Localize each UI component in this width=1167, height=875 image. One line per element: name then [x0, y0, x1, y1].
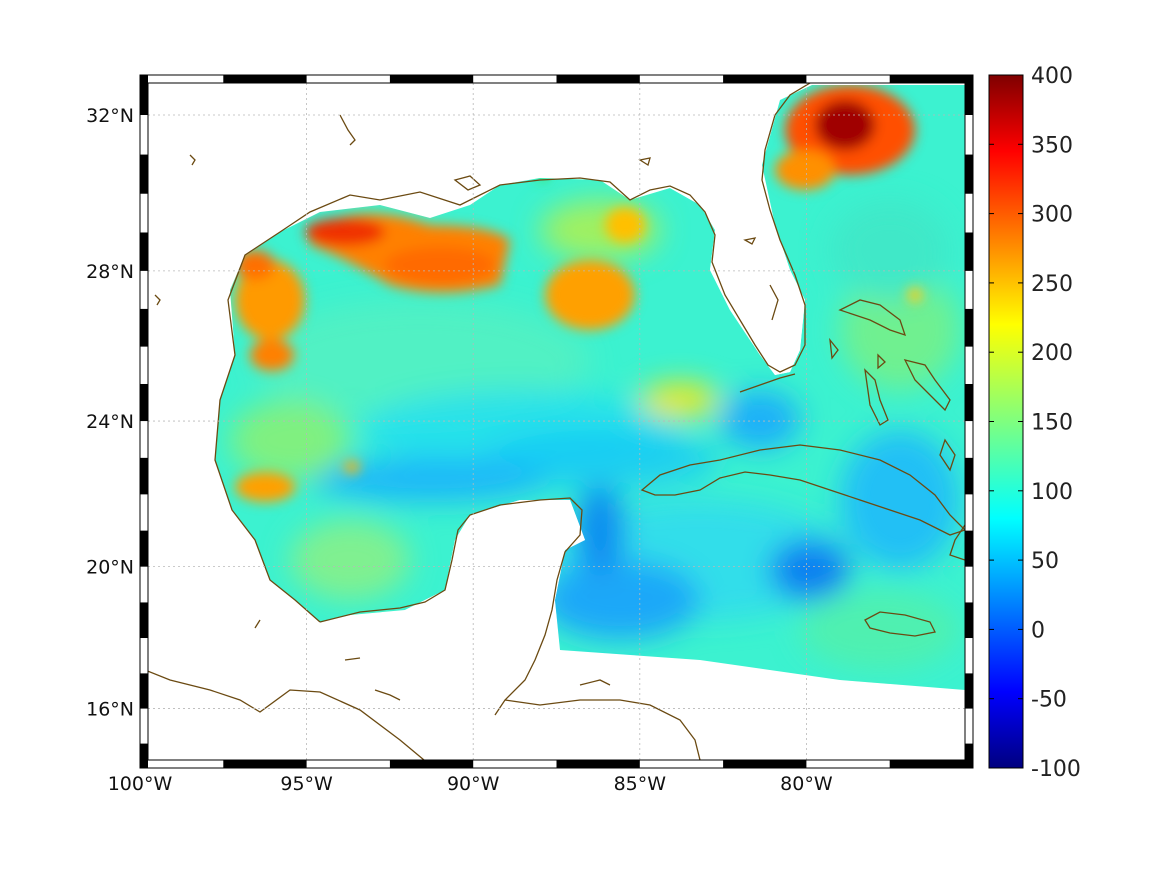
frame-segment: [223, 75, 307, 83]
lon-tick-label: 95°W: [280, 773, 333, 795]
lon-tick-label: 80°W: [780, 773, 833, 795]
frame-segment: [965, 232, 973, 271]
frame-segment: [140, 308, 148, 347]
colorbar-tick-label: 400: [1031, 64, 1073, 89]
lat-tick-label: 16°N: [86, 699, 134, 721]
frame-segment: [723, 75, 807, 83]
frame-segment: [723, 760, 807, 768]
frame-segment: [965, 743, 973, 768]
frame-segment: [889, 75, 973, 83]
land: [405, 170, 805, 650]
lat-tick-label: 20°N: [86, 557, 134, 579]
colorbar-tick-label: 100: [1031, 480, 1073, 505]
graticule-grid: [148, 83, 965, 760]
frame-segment: [965, 602, 973, 639]
sea-level-field: [215, 85, 965, 690]
colorbar-tick-label: 200: [1031, 341, 1073, 366]
longitude-tick-labels: 100°W 95°W 90°W 85°W 80°W: [108, 773, 833, 795]
frame-segment: [965, 530, 973, 567]
colorbar-ticks: 400 350 300 250 200 150 100 50 0 -50 -100: [989, 64, 1081, 782]
frame-segment: [140, 75, 148, 116]
frame-segment: [140, 743, 148, 768]
frame-segment: [965, 457, 973, 495]
lon-tick-label: 90°W: [447, 773, 500, 795]
lat-tick-label: 28°N: [86, 261, 134, 283]
lat-tick-label: 32°N: [86, 105, 134, 127]
frame-segment: [556, 760, 640, 768]
frame-segment: [889, 760, 973, 768]
colorbar-tick-label: 50: [1031, 549, 1059, 574]
colorbar-tick-label: 150: [1031, 411, 1073, 436]
frame-segment: [223, 760, 307, 768]
latitude-tick-labels: 16°N 20°N 24°N 28°N 32°N: [86, 105, 134, 721]
colorbar-tick-label: -100: [1031, 757, 1081, 782]
lat-tick-label: 24°N: [86, 411, 134, 433]
frame-segment: [965, 673, 973, 709]
frame-segment: [965, 383, 973, 422]
frame-segment: [140, 602, 148, 639]
colorbar: 400 350 300 250 200 150 100 50 0 -50 -100: [988, 64, 1081, 782]
frame-segment: [140, 457, 148, 495]
frame-segment: [140, 154, 148, 194]
lon-tick-label: 85°W: [614, 773, 667, 795]
frame-segment: [389, 75, 474, 83]
colorbar-tick-label: 250: [1031, 272, 1073, 297]
map-frame: [139, 74, 974, 769]
frame-segment: [140, 383, 148, 422]
frame-segment: [140, 530, 148, 567]
frame-segment: [389, 760, 474, 768]
frame-segment: [140, 673, 148, 709]
frame-segment: [556, 75, 640, 83]
colorbar-tick-label: 350: [1031, 133, 1073, 158]
frame-segment: [965, 75, 973, 116]
colorbar-gradient: [988, 74, 1024, 769]
frame-segment: [140, 232, 148, 271]
lon-tick-label: 100°W: [108, 773, 173, 795]
frame-segment: [965, 154, 973, 194]
colorbar-tick-label: -50: [1031, 688, 1067, 713]
frame-segment: [965, 308, 973, 347]
colorbar-tick-label: 300: [1031, 203, 1073, 228]
colorbar-tick-label: 0: [1031, 618, 1045, 643]
